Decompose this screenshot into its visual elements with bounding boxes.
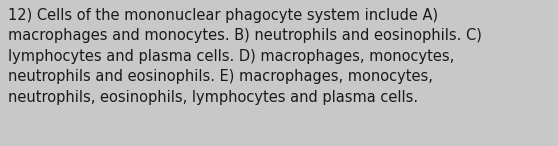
Text: 12) Cells of the mononuclear phagocyte system include A)
macrophages and monocyt: 12) Cells of the mononuclear phagocyte s…	[8, 8, 482, 105]
